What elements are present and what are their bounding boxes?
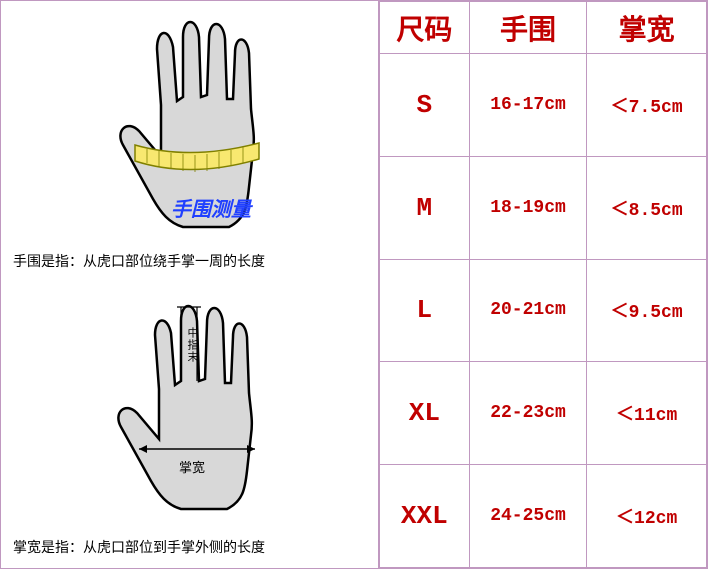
left-column: 手围测量 手围是指：从虎口部位绕手掌一周的长度 中指末 掌宽 掌宽是指：从虎口部… [1, 1, 378, 568]
header-width: 掌宽 [587, 2, 707, 54]
hand-width-svg [63, 289, 293, 529]
size-table: 尺码 手围 掌宽 S 16-17cm ＜7.5cm M 18-19cm ＜8.5… [379, 1, 707, 568]
cell-width: ＜7.5cm [587, 54, 707, 157]
palm-width-label: 掌宽 [179, 457, 205, 476]
cell-size: XL [379, 362, 469, 465]
cell-width: ＜8.5cm [587, 156, 707, 259]
cell-size: XXL [379, 465, 469, 568]
width-caption: 掌宽是指：从虎口部位到手掌外侧的长度 [13, 537, 265, 557]
cell-width: ＜11cm [587, 362, 707, 465]
finger-label: 中指末 [184, 327, 200, 363]
cell-circ: 18-19cm [469, 156, 587, 259]
hand-width-panel: 中指末 掌宽 掌宽是指：从虎口部位到手掌外侧的长度 [1, 285, 378, 569]
cell-circ: 20-21cm [469, 259, 587, 362]
cell-size: L [379, 259, 469, 362]
cell-size: S [379, 54, 469, 157]
circ-measure-label: 手围测量 [171, 193, 251, 222]
cell-width: ＜9.5cm [587, 259, 707, 362]
header-size: 尺码 [379, 2, 469, 54]
table-row: XL 22-23cm ＜11cm [379, 362, 706, 465]
cell-width: ＜12cm [587, 465, 707, 568]
table-row: M 18-19cm ＜8.5cm [379, 156, 706, 259]
cell-circ: 24-25cm [469, 465, 587, 568]
table-row: S 16-17cm ＜7.5cm [379, 54, 706, 157]
page-wrap: 手围测量 手围是指：从虎口部位绕手掌一周的长度 中指末 掌宽 掌宽是指：从虎口部… [0, 0, 708, 569]
cell-circ: 16-17cm [469, 54, 587, 157]
hand-circ-panel: 手围测量 手围是指：从虎口部位绕手掌一周的长度 [1, 1, 378, 285]
circ-caption: 手围是指：从虎口部位绕手掌一周的长度 [13, 251, 265, 271]
table-row: L 20-21cm ＜9.5cm [379, 259, 706, 362]
table-row: XXL 24-25cm ＜12cm [379, 465, 706, 568]
header-circ: 手围 [469, 2, 587, 54]
size-table-panel: 尺码 手围 掌宽 S 16-17cm ＜7.5cm M 18-19cm ＜8.5… [378, 1, 707, 568]
cell-circ: 22-23cm [469, 362, 587, 465]
cell-size: M [379, 156, 469, 259]
table-header-row: 尺码 手围 掌宽 [379, 2, 706, 54]
